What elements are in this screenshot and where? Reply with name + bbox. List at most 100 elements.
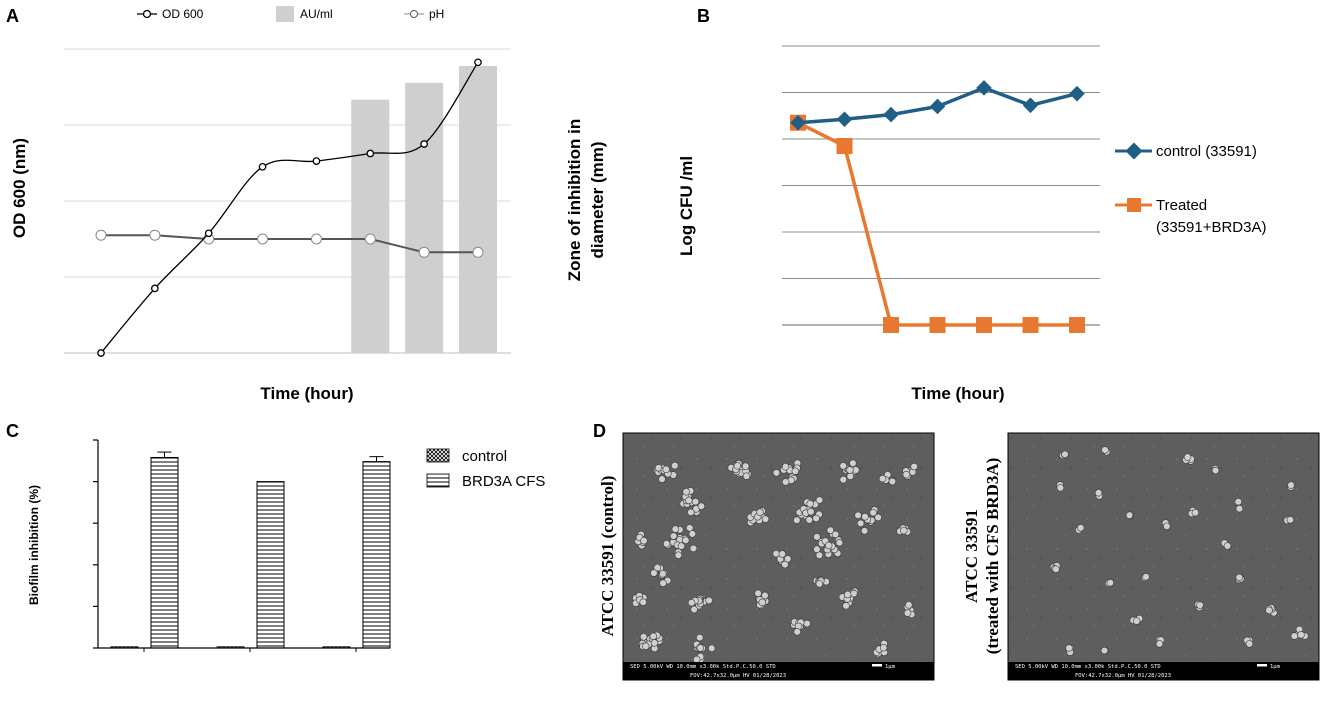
sem-cell-control bbox=[650, 569, 658, 577]
sem-cell-control bbox=[659, 579, 667, 587]
panel-a-x-axis-label: Time (hour) bbox=[260, 384, 353, 403]
sem-scale-label-control: 1µm bbox=[885, 664, 896, 670]
sem-cell-treated bbox=[1235, 573, 1243, 582]
sem-cell-control bbox=[708, 644, 716, 652]
point-ph bbox=[364, 233, 376, 245]
legend-c-brd3a-label: BRD3A CFS bbox=[462, 473, 545, 490]
sem-cell-treated bbox=[1061, 450, 1069, 459]
point-ph bbox=[418, 246, 430, 258]
sem-cell-control bbox=[805, 516, 813, 524]
sem-cell-control bbox=[902, 470, 911, 479]
point-control bbox=[976, 80, 992, 96]
sem-cell-control bbox=[878, 474, 887, 483]
point-ph bbox=[310, 233, 322, 245]
sem-label-treated-line1: ATCC 33591 bbox=[962, 509, 981, 603]
panel-a-y-axis-label: OD 600 (nm) bbox=[10, 138, 29, 238]
sem-cell-control bbox=[905, 601, 913, 609]
sem-cell-control bbox=[649, 632, 658, 641]
sem-cell-control bbox=[659, 570, 667, 578]
sem-cell-control bbox=[742, 472, 751, 480]
legend-ph-marker bbox=[410, 10, 418, 18]
panel-c-ticks bbox=[93, 439, 390, 652]
bar-brd3a bbox=[362, 461, 391, 649]
sem-cell-treated bbox=[1290, 632, 1299, 640]
panel-letter-b: B bbox=[697, 6, 710, 26]
bar-brd3a bbox=[256, 481, 285, 649]
sem-scale-label-treated: 1µm bbox=[1270, 664, 1281, 670]
sem-cell-treated bbox=[1065, 644, 1073, 652]
sem-footer-line1-treated: SED 5.00kV WD 10.0mm x3.00k Std.P.C.50.0… bbox=[1015, 664, 1161, 670]
sem-cell-treated bbox=[1125, 511, 1134, 519]
sem-cell-treated bbox=[1287, 481, 1295, 489]
legend-control-label: control (33591) bbox=[1156, 143, 1257, 160]
legend-c-control-label: control bbox=[462, 448, 507, 465]
sem-cell-treated bbox=[1191, 508, 1200, 517]
sem-cell-treated bbox=[1235, 504, 1244, 513]
sem-cell-control bbox=[903, 609, 912, 617]
panel-a-y2-axis-label-line1: Zone of inhibition in bbox=[565, 119, 584, 281]
sem-cells-treated bbox=[1049, 446, 1309, 656]
panel-a-legend: OD 600 AU/ml pH bbox=[137, 6, 444, 22]
sem-cell-control bbox=[761, 515, 770, 523]
sem-cell-treated bbox=[1196, 601, 1204, 609]
sem-cell-control bbox=[697, 502, 706, 510]
panel-a-y2-axis-label-line2: diameter (mm) bbox=[588, 141, 607, 258]
legend-od600-label: OD 600 bbox=[162, 7, 204, 21]
sem-cell-control bbox=[793, 516, 801, 524]
sem-cell-control bbox=[803, 619, 811, 628]
sem-label-control: ATCC 33591 (control) bbox=[598, 476, 617, 637]
sem-cell-control bbox=[815, 580, 824, 588]
sem-cell-control bbox=[761, 591, 769, 600]
sem-cell-control bbox=[754, 589, 762, 598]
sem-cell-treated bbox=[1245, 640, 1254, 648]
sem-cell-control bbox=[861, 513, 869, 521]
sem-cell-control bbox=[781, 560, 789, 569]
panel-c-bars bbox=[110, 451, 391, 649]
sem-cell-control bbox=[843, 590, 852, 599]
sem-cell-control bbox=[839, 475, 847, 484]
panel-a-bars bbox=[351, 65, 497, 354]
panel-b-legend: control (33591) Treated (33591+BRD3A) bbox=[1115, 142, 1266, 236]
point-control bbox=[836, 111, 853, 128]
panel-c: C control BRD3A CFS Biofilm inhibition (… bbox=[6, 421, 545, 652]
legend-control-marker bbox=[1125, 142, 1143, 160]
panel-b-x-axis-label: Time (hour) bbox=[911, 384, 1004, 403]
legend-control-swatch bbox=[426, 448, 450, 463]
sem-cell-control bbox=[674, 551, 683, 559]
point-ph bbox=[95, 229, 107, 241]
sem-cell-control bbox=[689, 544, 698, 553]
sem-cell-treated bbox=[1163, 522, 1171, 530]
sem-cell-treated bbox=[1056, 484, 1065, 492]
point-od600 bbox=[420, 140, 428, 148]
sem-cell-control bbox=[831, 530, 840, 539]
panel-a-lines bbox=[95, 58, 484, 357]
sem-cell-control bbox=[869, 508, 877, 517]
sem-cell-treated bbox=[1155, 640, 1164, 648]
sem-scalebar-control bbox=[872, 664, 882, 667]
legend-od600-marker bbox=[142, 9, 152, 19]
point-ph bbox=[472, 246, 484, 258]
point-ph bbox=[257, 233, 269, 245]
sem-cell-control bbox=[826, 526, 835, 534]
legend-auml-swatch bbox=[276, 6, 294, 22]
point-treated bbox=[976, 317, 992, 333]
sem-cell-treated bbox=[1142, 573, 1150, 581]
bar-brd3a bbox=[150, 456, 179, 649]
sem-cell-control bbox=[860, 527, 869, 535]
sem-cell-control bbox=[671, 525, 680, 533]
sem-cell-control bbox=[687, 598, 696, 607]
sem-cell-control bbox=[677, 542, 686, 550]
sem-cell-control bbox=[696, 633, 704, 642]
point-control bbox=[929, 98, 946, 115]
sem-cell-control bbox=[662, 465, 670, 474]
sem-cell-treated bbox=[1286, 516, 1295, 524]
sem-footer-treated bbox=[1008, 662, 1319, 680]
sem-image-control: SED 5.00kV WD 10.0mm x3.00k Std.P.C.50.0… bbox=[622, 432, 935, 681]
panel-c-y-axis-label: Biofilm inhibition (%) bbox=[27, 485, 41, 605]
sem-cell-control bbox=[669, 532, 678, 540]
panel-c-legend: control BRD3A CFS bbox=[426, 448, 545, 490]
sem-cell-control bbox=[825, 541, 833, 550]
sem-cell-control bbox=[662, 540, 671, 548]
panel-d: D SED 5.00kV WD 10.0mm x3.00k Std.P.C.50… bbox=[593, 421, 1320, 681]
